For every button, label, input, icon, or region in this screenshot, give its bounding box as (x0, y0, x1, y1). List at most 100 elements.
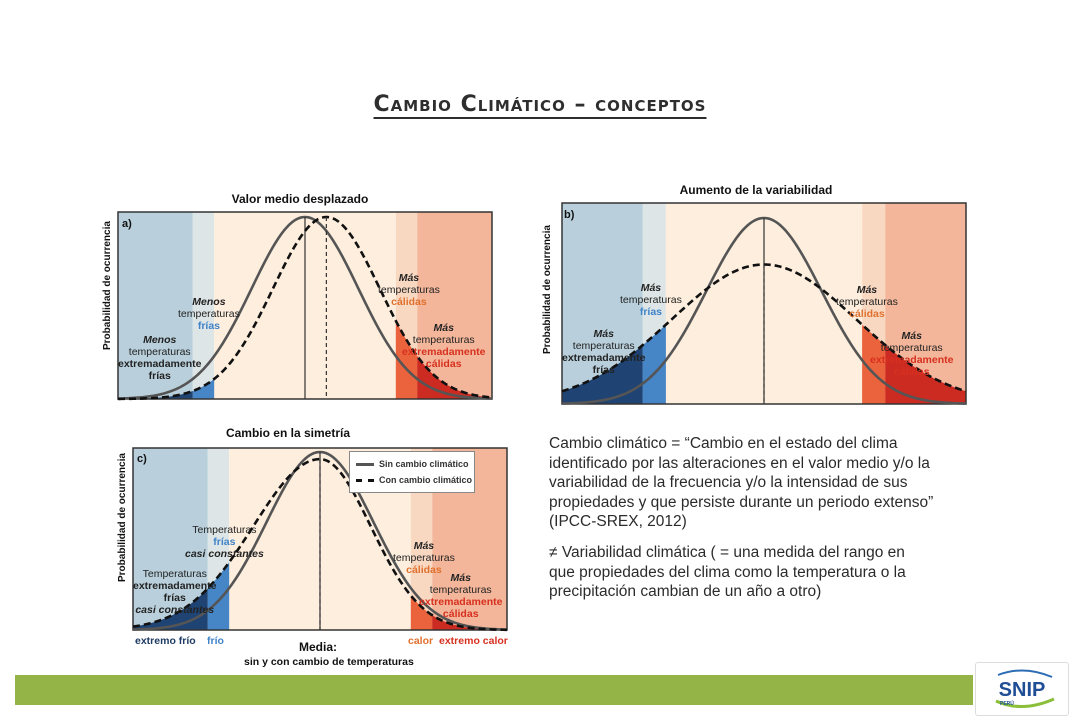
ann-b-mas-extrem-calidas: Más temperaturas extremadamente cálidas (870, 330, 953, 378)
ann-c-frias-const: Temperaturas frías casi constantes (185, 524, 264, 560)
chart-c-tail-extreme-cold (133, 588, 208, 630)
ann-a-menos-extrem-l3: extremadamente (118, 358, 202, 370)
bottom-label-frio: frío (207, 635, 224, 647)
chart-panel-a: Valor medio desplazado Probabilidad de o… (100, 188, 500, 403)
chart-c-tail-cold (207, 562, 230, 630)
ann-a-mas-calidas-l2: temperaturas (378, 284, 440, 296)
snip-logo-graphic: SNIP PERÚ (995, 669, 1055, 708)
legend-label-dashed: Con cambio climático (379, 475, 473, 485)
ann-a-mas-calidas-l3: cálidas (391, 296, 427, 308)
ann-b-mas-calidas-l3: cálidas (849, 308, 885, 320)
chart-c-legend: Sin cambio climático Con cambio climátic… (349, 451, 475, 493)
ann-a-menos-frias-l3: frías (197, 320, 221, 332)
chart-a-band-extreme-cold (118, 212, 193, 399)
chart-b-tail-warm (862, 324, 886, 404)
ann-a-mas-extrem: Más temperaturas extremadamente cálidas (402, 322, 485, 370)
chart-panel-b: Aumento de la variabilidad Probabilidad … (540, 178, 972, 412)
ann-c-frias-const-l3: casi constantes (185, 548, 264, 560)
chart-c-tail-extreme-hot (432, 615, 507, 630)
ann-c-extrem-const-l1: Temperaturas (142, 568, 207, 580)
ann-a-mas-extrem-l1: Más (433, 322, 454, 334)
legend-swatch-dashed (356, 478, 374, 482)
chart-b-tail-cold (642, 324, 666, 404)
ann-c-mas-calidas: Más temperaturas cálidas (393, 540, 455, 576)
ann-b-mas-extrem-frias-l4: frías (592, 364, 615, 376)
ann-c-mas-calidas-l1: Más (413, 540, 435, 552)
ann-c-extrem-const: Temperaturas extremadamente frías casi c… (133, 568, 216, 616)
chart-c-tail-warm (410, 595, 433, 630)
ann-c-mas-extrem-l3: extremadamente (419, 596, 503, 608)
ann-b-mas-extrem-calidas-l4: cálidas (893, 366, 930, 378)
chart-c-xlabel: Media: (299, 640, 338, 654)
legend-swatch-solid (356, 462, 374, 466)
ann-a-menos-extrem-l1: Menos (143, 334, 177, 346)
ann-b-mas-frias-l3: frías (639, 306, 663, 318)
chart-a-tail-extreme-hot (417, 356, 492, 399)
chart-a-svg (117, 211, 493, 401)
ann-a-mas-calidas-l1: Más (398, 272, 420, 284)
ann-c-mas-calidas-l2: temperaturas (393, 552, 455, 564)
chart-b-tail-extreme-cold (562, 345, 643, 404)
chart-b-title: Aumento de la variabilidad (679, 183, 833, 197)
ann-a-mas-extrem-l3: extremadamente (402, 346, 486, 358)
chart-a-tag: a) (122, 218, 132, 230)
ann-c-mas-extrem-l4: cálidas (442, 608, 479, 620)
snip-logo: SNIP PERÚ (975, 662, 1069, 716)
ann-c-mas-calidas-l3: cálidas (406, 564, 442, 576)
ann-b-mas-extrem-frias-l2: temperaturas (572, 340, 635, 352)
chart-a-tail-warm (395, 320, 418, 399)
ann-a-menos-frias: Menos temperaturas frías (178, 296, 240, 332)
chart-b-tag: b) (564, 209, 575, 221)
ann-b-mas-extrem-frias: Más temperaturas extremadamente frías (562, 328, 645, 376)
description-paragraph-1: Cambio climático = “Cambio en el estado … (549, 435, 934, 531)
ann-b-mas-frias: Más temperaturas frías (620, 282, 682, 318)
description-paragraph-2: ≠ Variabilidad climática ( = una medida … (549, 543, 906, 601)
legend-item-dashed: Con cambio climático (356, 475, 472, 485)
ann-c-extrem-const-l2: extremadamente (133, 580, 217, 592)
ann-a-menos-frias-l1: Menos (192, 296, 226, 308)
ann-b-mas-extrem-calidas-l1: Más (901, 330, 922, 342)
ann-b-mas-calidas: Más temperaturas cálidas (836, 284, 898, 320)
chart-c-title: Cambio en la simetría (225, 426, 351, 440)
chart-panel-c: Cambio en la simetría Probabilidad de oc… (103, 420, 513, 676)
ann-b-mas-extrem-frias-l3: extremadamente (562, 352, 646, 364)
description-text: Cambio climático = “Cambio en el estado … (549, 434, 934, 613)
bottom-label-extremo-calor: extremo calor (439, 635, 508, 647)
ann-c-extrem-const-l4: casi constantes (135, 604, 215, 616)
slide-title: Cambio Climático – conceptos (373, 92, 707, 117)
ann-b-mas-extrem-calidas-l2: temperaturas (880, 342, 943, 354)
ann-a-mas-calidas: Más temperaturas cálidas (378, 272, 440, 308)
chart-c-band-warm (410, 448, 433, 630)
ann-b-mas-frias-l2: temperaturas (620, 294, 682, 306)
snip-logo-text: SNIP (999, 679, 1046, 701)
ann-a-mas-extrem-l4: cálidas (425, 358, 462, 370)
ann-b-mas-extrem-calidas-l3: extremadamente (870, 354, 954, 366)
bottom-label-calor: calor (408, 635, 434, 647)
ann-c-mas-extrem: Más temperaturas extremadamente cálidas (419, 572, 502, 620)
bottom-label-extremo-frio: extremo frío (135, 635, 196, 647)
ann-b-mas-calidas-l2: temperaturas (836, 296, 898, 308)
legend-label-solid: Sin cambio climático (379, 459, 469, 469)
ann-b-mas-frias-l1: Más (640, 282, 662, 294)
ann-c-mas-extrem-l2: temperaturas (429, 584, 492, 596)
chart-c-tag: c) (137, 453, 147, 465)
ann-a-mas-extrem-l2: temperaturas (412, 334, 475, 346)
chart-a-band-extreme-hot (417, 212, 492, 399)
ann-c-frias-const-l2: frías (213, 536, 236, 548)
ann-b-mas-extrem-frias-l1: Más (593, 328, 614, 340)
chart-a-series-dashed (117, 215, 493, 401)
chart-c-series-dashed (132, 457, 508, 632)
chart-b-svg (561, 202, 967, 405)
chart-a-band-cold (192, 212, 215, 399)
ann-a-menos-extrem-l2: temperaturas (128, 346, 191, 358)
snip-logo-subtext: PERÚ (1000, 700, 1014, 707)
ann-b-mas-calidas-l1: Más (856, 284, 878, 296)
ann-c-mas-extrem-l1: Más (450, 572, 471, 584)
ann-c-extrem-const-l3: frías (163, 592, 186, 604)
ann-a-menos-extrem-l4: frías (148, 370, 171, 382)
legend-item-solid: Sin cambio climático (356, 459, 469, 469)
ann-a-menos-frias-l2: temperaturas (178, 308, 240, 320)
ann-a-menos-extrem: Menos temperaturas extremadamente frías (118, 334, 201, 382)
ann-c-frias-const-l1: Temperaturas (192, 524, 257, 536)
footer-bar (15, 675, 973, 705)
